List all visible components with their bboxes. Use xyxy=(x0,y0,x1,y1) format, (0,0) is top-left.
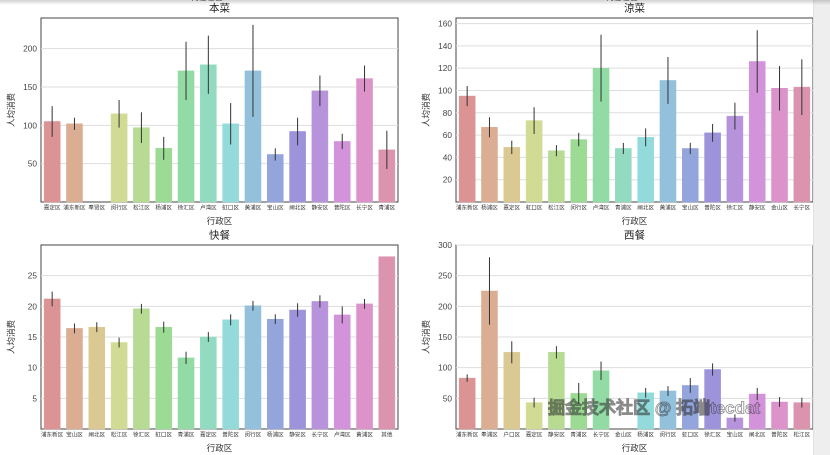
svg-text:奉浦区: 奉浦区 xyxy=(481,431,498,439)
svg-text:15: 15 xyxy=(28,332,38,342)
svg-text:虹口区: 虹口区 xyxy=(682,431,699,439)
svg-text:200: 200 xyxy=(438,301,452,311)
svg-text:80: 80 xyxy=(443,108,453,118)
svg-text:150: 150 xyxy=(23,82,37,92)
svg-text:青浦区: 青浦区 xyxy=(570,431,587,439)
svg-text:普陀区: 普陀区 xyxy=(704,204,721,212)
svg-text:行政区: 行政区 xyxy=(622,443,648,453)
svg-text:长宁区: 长宁区 xyxy=(593,431,610,439)
svg-text:其他: 其他 xyxy=(381,431,393,439)
svg-text:200: 200 xyxy=(23,44,37,54)
svg-text:浦东新区: 浦东新区 xyxy=(41,431,64,439)
svg-text:150: 150 xyxy=(438,332,452,342)
svg-text:闵行区: 闵行区 xyxy=(660,431,677,439)
svg-text:10: 10 xyxy=(28,363,38,373)
svg-text:长宁区: 长宁区 xyxy=(356,204,373,212)
svg-text:杨浦区: 杨浦区 xyxy=(481,204,498,212)
svg-text:户口区: 户口区 xyxy=(503,431,520,439)
svg-text:140: 140 xyxy=(438,41,452,51)
svg-text:西餐: 西餐 xyxy=(624,229,645,242)
svg-text:徐汇区: 徐汇区 xyxy=(133,431,150,439)
svg-text:掘金技术社区 @ 拓端tecdat: 掘金技术社区 @ 拓端tecdat xyxy=(548,397,760,417)
svg-text:嘉定区: 嘉定区 xyxy=(503,204,520,212)
svg-text:静安区: 静安区 xyxy=(548,431,565,439)
svg-text:人均消费: 人均消费 xyxy=(6,93,16,128)
svg-text:25: 25 xyxy=(28,271,38,281)
svg-text:20: 20 xyxy=(28,301,38,311)
svg-text:50: 50 xyxy=(28,159,38,169)
svg-text:50: 50 xyxy=(443,393,453,403)
svg-text:浦东新区: 浦东新区 xyxy=(456,431,479,439)
svg-text:5: 5 xyxy=(32,393,37,403)
svg-text:徐汇区: 徐汇区 xyxy=(727,204,744,212)
svg-text:金山区: 金山区 xyxy=(771,204,788,212)
svg-text:宝山区: 宝山区 xyxy=(267,204,284,212)
svg-text:静安区: 静安区 xyxy=(749,204,766,212)
svg-text:长宁区: 长宁区 xyxy=(793,204,810,212)
svg-text:浦东新区: 浦东新区 xyxy=(456,204,479,212)
svg-text:长宁区: 长宁区 xyxy=(312,431,329,439)
svg-text:人均消费: 人均消费 xyxy=(421,93,431,128)
svg-text:杨浦区: 杨浦区 xyxy=(155,204,172,212)
svg-text:嘉定区: 嘉定区 xyxy=(44,204,61,212)
svg-text:嘉定区: 嘉定区 xyxy=(200,431,217,439)
svg-text:宝山区: 宝山区 xyxy=(682,204,699,212)
svg-text:黄浦区: 黄浦区 xyxy=(356,431,373,439)
svg-text:行政区: 行政区 xyxy=(207,443,233,453)
svg-text:快餐: 快餐 xyxy=(209,229,230,242)
svg-text:卢湾区: 卢湾区 xyxy=(593,204,610,212)
svg-text:卢湾区: 卢湾区 xyxy=(200,204,217,212)
svg-text:300: 300 xyxy=(438,240,452,250)
svg-text:闵行区: 闵行区 xyxy=(570,204,587,212)
svg-text:行政区: 行政区 xyxy=(207,216,233,226)
svg-text:闸北区: 闸北区 xyxy=(88,431,105,439)
svg-text:黄浦区: 黄浦区 xyxy=(660,204,677,212)
svg-text:宝山区: 宝山区 xyxy=(66,431,83,439)
svg-text:160: 160 xyxy=(438,19,452,29)
svg-text:黄浦区: 黄浦区 xyxy=(245,204,262,212)
svg-text:徐汇区: 徐汇区 xyxy=(704,431,721,439)
svg-text:100: 100 xyxy=(23,120,37,130)
svg-text:普陀区: 普陀区 xyxy=(222,431,239,439)
svg-text:静安区: 静安区 xyxy=(289,431,306,439)
svg-text:人均消费: 人均消费 xyxy=(6,320,16,355)
svg-text:40: 40 xyxy=(443,152,453,162)
svg-text:虹口区: 虹口区 xyxy=(155,431,172,439)
svg-text:嘉定区: 嘉定区 xyxy=(526,431,543,439)
svg-text:静安区: 静安区 xyxy=(312,204,329,212)
svg-text:卢湾区: 卢湾区 xyxy=(334,431,351,439)
svg-text:60: 60 xyxy=(443,130,453,140)
svg-text:120: 120 xyxy=(438,63,452,73)
svg-text:金山区: 金山区 xyxy=(615,431,632,439)
svg-text:100: 100 xyxy=(438,85,452,95)
svg-text:20: 20 xyxy=(443,175,453,185)
svg-text:杨浦区: 杨浦区 xyxy=(637,431,654,439)
svg-text:虹口区: 虹口区 xyxy=(222,204,239,212)
svg-text:行政区: 行政区 xyxy=(622,216,648,226)
svg-text:闸北区: 闸北区 xyxy=(289,204,306,212)
svg-text:闵行区: 闵行区 xyxy=(245,431,262,439)
svg-text:徐汇区: 徐汇区 xyxy=(178,204,195,212)
svg-text:青浦区: 青浦区 xyxy=(178,431,195,439)
svg-text:100: 100 xyxy=(438,363,452,373)
svg-text:奉贤区: 奉贤区 xyxy=(88,204,105,212)
svg-text:闵行区: 闵行区 xyxy=(111,204,128,212)
svg-text:宝山区: 宝山区 xyxy=(727,431,744,439)
svg-text:青浦区: 青浦区 xyxy=(378,204,395,212)
svg-text:青浦区: 青浦区 xyxy=(615,204,632,212)
svg-text:松江区: 松江区 xyxy=(133,204,150,212)
svg-text:普陀区: 普陀区 xyxy=(771,431,788,439)
svg-text:松江区: 松江区 xyxy=(111,431,128,439)
svg-text:闸北区: 闸北区 xyxy=(749,431,766,439)
svg-text:松江区: 松江区 xyxy=(793,431,810,439)
svg-text:松江区: 松江区 xyxy=(548,204,565,212)
svg-text:250: 250 xyxy=(438,271,452,281)
svg-text:普陀区: 普陀区 xyxy=(334,204,351,212)
svg-text:虹口区: 虹口区 xyxy=(526,204,543,212)
svg-text:杨浦区: 杨浦区 xyxy=(267,431,284,439)
svg-text:人均消费: 人均消费 xyxy=(421,320,431,355)
svg-text:浦东新区: 浦东新区 xyxy=(63,204,86,212)
svg-text:闸北区: 闸北区 xyxy=(637,204,654,212)
